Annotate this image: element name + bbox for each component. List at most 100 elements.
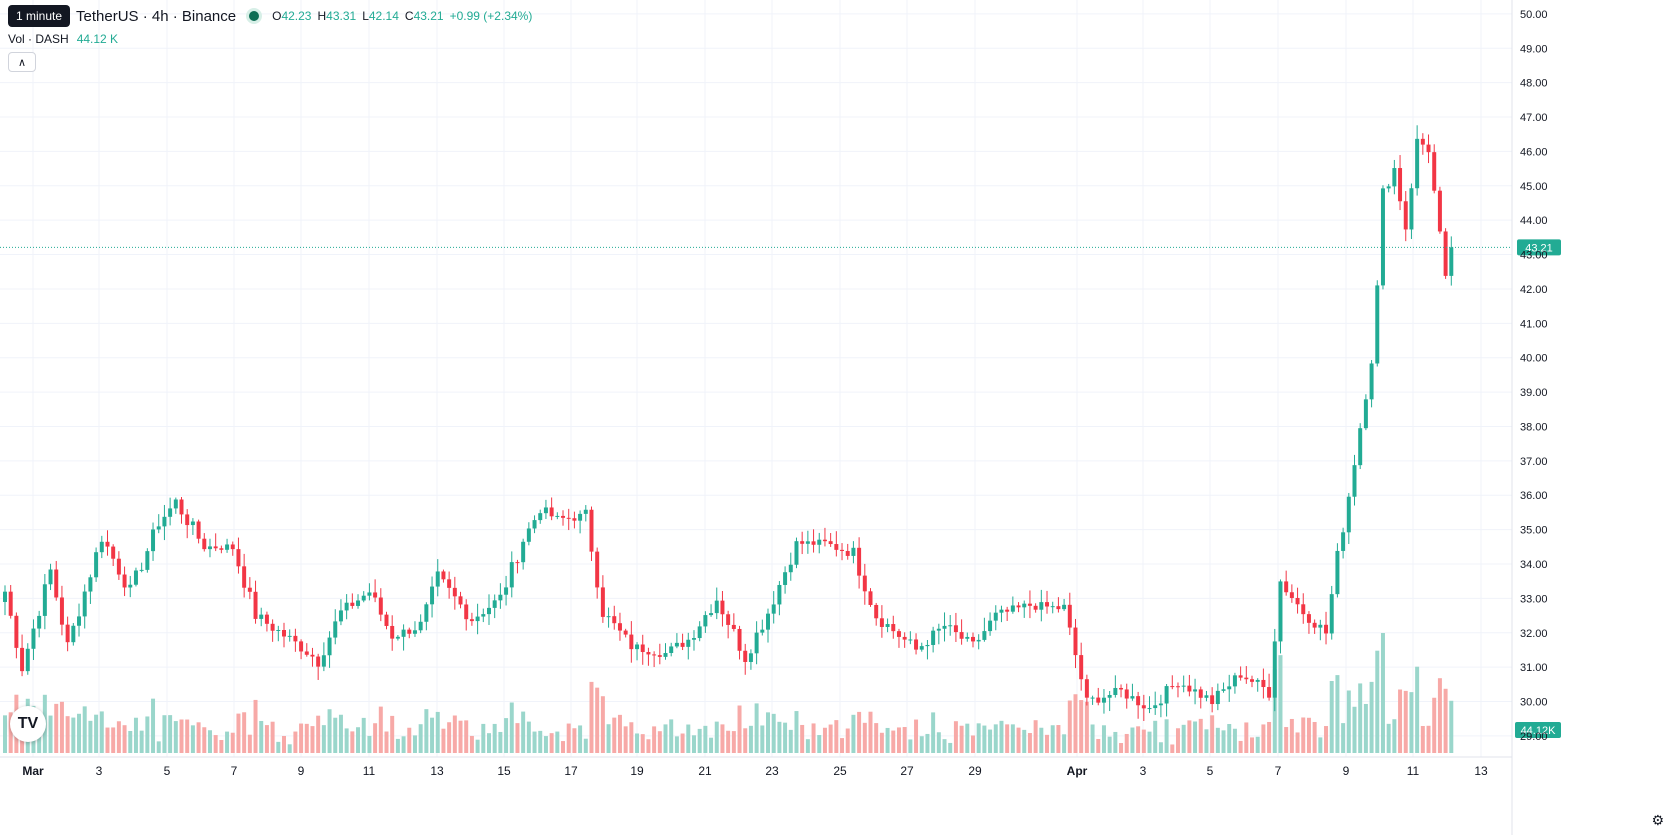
candle-body bbox=[652, 654, 657, 656]
candle-body bbox=[1409, 188, 1414, 230]
volume-bar bbox=[788, 729, 793, 753]
candle-body bbox=[327, 637, 332, 656]
volume-bar bbox=[116, 721, 121, 753]
candle-body bbox=[133, 570, 138, 585]
candle-body bbox=[1136, 696, 1141, 706]
volume-bar bbox=[731, 731, 736, 753]
candle-body bbox=[3, 591, 7, 602]
volume-bar bbox=[1039, 727, 1044, 753]
volume-bar bbox=[1443, 688, 1448, 753]
collapse-legend-button[interactable]: ∧ bbox=[8, 52, 36, 72]
volume-bar bbox=[373, 723, 378, 753]
volume-bar bbox=[99, 711, 104, 753]
logo-text: TV bbox=[17, 715, 39, 732]
volume-bar bbox=[1358, 683, 1363, 753]
candle-body bbox=[299, 641, 304, 652]
volume-bar bbox=[891, 730, 896, 753]
volume-bar bbox=[1113, 731, 1118, 753]
volume-bar bbox=[965, 723, 970, 753]
candle-body bbox=[1426, 144, 1431, 153]
volume-bar bbox=[709, 737, 714, 753]
volume-bar bbox=[202, 727, 207, 753]
volume-bar bbox=[1375, 650, 1380, 753]
candle-body bbox=[1358, 428, 1363, 466]
volume-bar bbox=[327, 709, 332, 753]
volume-bar bbox=[959, 725, 964, 753]
candle-body bbox=[925, 644, 930, 647]
volume-bar bbox=[543, 736, 548, 753]
candle-body bbox=[1016, 605, 1021, 608]
candle-body bbox=[185, 514, 190, 526]
volume-bar bbox=[1119, 743, 1124, 753]
candle-body bbox=[441, 571, 446, 580]
candle-body bbox=[788, 564, 793, 573]
volume-bar bbox=[509, 702, 514, 753]
current-volume-label: 44.12K bbox=[1521, 725, 1557, 737]
candle-body bbox=[475, 616, 480, 622]
candle-body bbox=[919, 646, 924, 650]
volume-bar bbox=[857, 711, 862, 753]
volume-bar bbox=[481, 723, 486, 753]
volume-bar bbox=[492, 723, 497, 753]
volume-bar bbox=[982, 725, 987, 753]
candle-body bbox=[572, 518, 577, 521]
candle-body bbox=[128, 584, 133, 588]
candle-body bbox=[515, 562, 520, 564]
candle-body bbox=[31, 628, 36, 649]
volume-bar bbox=[663, 724, 668, 753]
candle-body bbox=[834, 544, 839, 550]
volume-bars bbox=[3, 633, 1454, 753]
candle-body bbox=[242, 566, 247, 588]
volume-bar bbox=[1084, 701, 1089, 753]
volume-bar bbox=[321, 725, 326, 753]
interval-tooltip: 1 minute bbox=[8, 5, 71, 27]
price-tick-label: 33.00 bbox=[1520, 593, 1548, 605]
candle-body bbox=[105, 541, 110, 547]
candle-body bbox=[896, 631, 901, 637]
market-status-dot[interactable] bbox=[246, 8, 263, 24]
candle-body bbox=[1346, 496, 1351, 533]
volume-bar bbox=[225, 731, 230, 753]
volume-bar bbox=[754, 703, 759, 753]
volume-bar bbox=[1369, 681, 1374, 753]
volume-bar bbox=[196, 722, 201, 753]
volume-bar bbox=[430, 717, 435, 753]
tradingview-logo-icon[interactable]: TV bbox=[10, 706, 46, 742]
candle-body bbox=[356, 600, 361, 606]
candle-body bbox=[304, 651, 309, 655]
candle-body bbox=[487, 607, 491, 615]
volume-bar bbox=[1380, 633, 1385, 753]
price-tick-label: 46.00 bbox=[1520, 146, 1548, 158]
volume-bar bbox=[1164, 719, 1169, 753]
volume-bar bbox=[1130, 727, 1135, 753]
candle-body bbox=[350, 602, 355, 606]
volume-legend[interactable]: Vol · DASH 44.12 K bbox=[8, 32, 118, 46]
price-tick-label: 32.00 bbox=[1520, 628, 1548, 640]
candle-body bbox=[1010, 605, 1015, 612]
volume-bar bbox=[1204, 729, 1209, 753]
volume-bar bbox=[1056, 725, 1061, 753]
volume-bar bbox=[532, 731, 537, 753]
candle-body bbox=[1079, 655, 1084, 680]
candle-body bbox=[498, 594, 503, 601]
gear-icon[interactable]: ⚙ bbox=[1651, 812, 1664, 828]
candle-body bbox=[190, 521, 195, 526]
volume-bar bbox=[54, 703, 59, 753]
candle-body bbox=[395, 636, 400, 639]
volume-bar bbox=[1415, 666, 1420, 753]
volume-bar bbox=[8, 712, 13, 753]
candle-body bbox=[1198, 689, 1203, 698]
volume-bar bbox=[1016, 727, 1021, 753]
price-tick-label: 31.00 bbox=[1520, 662, 1548, 674]
candle-body bbox=[373, 592, 378, 598]
candle-body bbox=[822, 539, 827, 542]
candle-body bbox=[589, 509, 594, 552]
symbol-title[interactable]: TetherUS · 4h · Binance bbox=[76, 7, 237, 25]
close-value: 43.21 bbox=[413, 9, 444, 23]
volume-bar bbox=[59, 701, 64, 753]
volume-bar bbox=[37, 727, 42, 753]
volume-bar bbox=[105, 727, 110, 753]
candle-body bbox=[606, 616, 611, 618]
volume-bar bbox=[65, 716, 70, 753]
